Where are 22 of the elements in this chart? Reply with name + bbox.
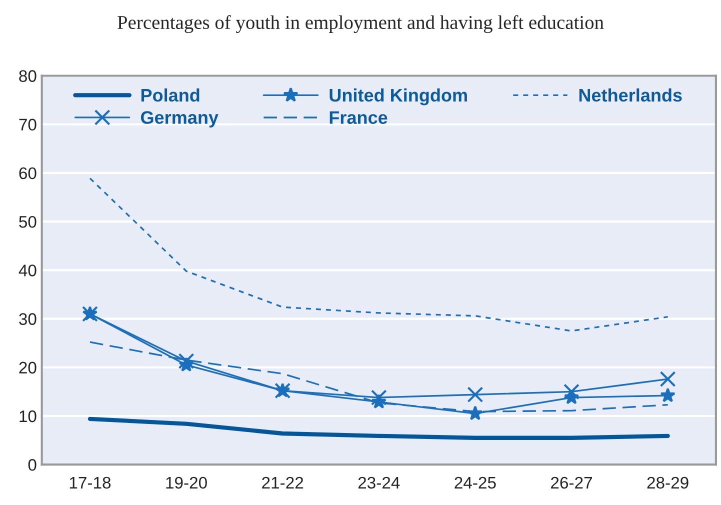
x-tick-label: 28-29	[647, 476, 688, 489]
x-tick-label: 17-18	[70, 476, 111, 489]
legend-label: Netherlands	[579, 88, 682, 102]
y-tick-label: 0	[28, 459, 36, 471]
y-tick-label: 30	[19, 313, 36, 325]
legend-label: United Kingdom	[330, 88, 467, 106]
y-tick-label: 50	[19, 216, 36, 228]
legend-label: France	[330, 111, 388, 124]
x-tick-label: 26-27	[551, 476, 592, 489]
y-tick-label: 10	[20, 410, 36, 422]
x-tick-label: 24-25	[454, 476, 496, 489]
y-tick-label: 80	[19, 70, 36, 82]
legend-label: Germany	[140, 111, 218, 128]
x-tick-label: 21-22	[262, 476, 304, 488]
y-tick-label: 60	[19, 167, 36, 180]
y-tick-label: 40	[18, 264, 36, 276]
y-tick-label: 70	[19, 118, 36, 131]
x-tick-label: 19-20	[166, 476, 207, 489]
chart-title: Percentages of youth in employment and having left education	[118, 15, 604, 34]
x-tick-label: 23-24	[358, 476, 400, 489]
y-tick-label: 20	[19, 362, 36, 374]
legend-label: Poland	[141, 88, 200, 102]
